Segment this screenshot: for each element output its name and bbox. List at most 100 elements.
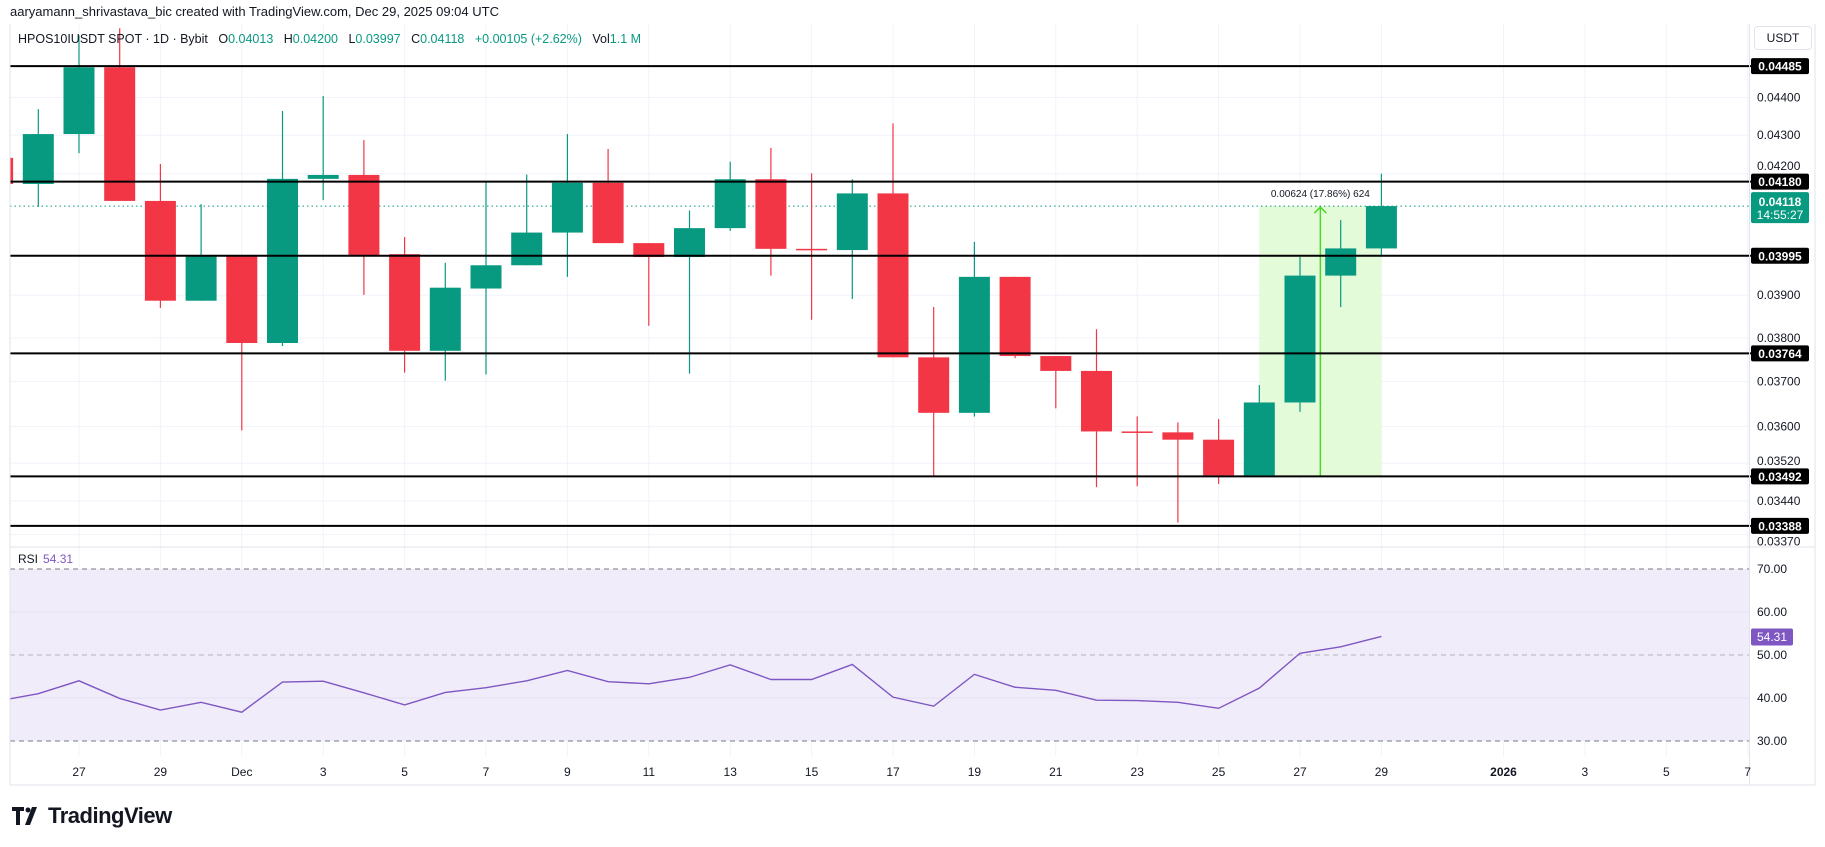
- close-label: C: [411, 32, 421, 46]
- level-price-badge: [1751, 58, 1809, 75]
- price-tick-label: 0.03600: [1757, 419, 1801, 433]
- candle-body: [755, 179, 787, 249]
- change-value: +0.00105 (+2.62%): [474, 32, 582, 46]
- price-tick-label: 0.03700: [1757, 375, 1801, 389]
- time-axis[interactable]: 27 29 Dec 3 5 7 9 11 13 15 17 19 21 23 25 27 29 2026 3 5 7: [72, 765, 1751, 779]
- candle: [185, 204, 217, 301]
- candle: [1081, 329, 1112, 488]
- rsi-label: RSI: [18, 552, 39, 566]
- low-label: L: [348, 32, 356, 46]
- open-label: O: [218, 32, 229, 46]
- candle-body: [307, 174, 339, 179]
- symbol-info[interactable]: HPOS10IUSDT SPOT · 1D · Bybit: [18, 32, 208, 46]
- measure-arrowhead-icon: [1313, 206, 1327, 214]
- candle: [22, 109, 54, 207]
- high-label: H: [283, 32, 293, 46]
- price-tick-label: 0.03440: [1757, 494, 1801, 508]
- candle: [1365, 173, 1397, 255]
- time-tick-label: 25: [1212, 765, 1226, 779]
- level-price-badge: [1751, 247, 1809, 264]
- candle-body: [429, 287, 461, 351]
- candle-body: [1040, 356, 1072, 371]
- candle-body: [674, 228, 705, 258]
- candle: [10, 157, 14, 184]
- candle: [429, 262, 461, 381]
- candle-body: [10, 157, 14, 184]
- candle: [592, 148, 624, 244]
- price-tick-label: 0.03900: [1757, 288, 1801, 302]
- rsi-tick-label: 70.00: [1757, 562, 1787, 576]
- close-value: 0.04118: [420, 32, 465, 46]
- rsi-tick-label: 30.00: [1757, 734, 1787, 748]
- candle-body: [1203, 439, 1235, 476]
- level-price-badge: [1751, 517, 1809, 534]
- time-tick-label: 29: [154, 765, 168, 779]
- axis-labels: 0.04485 0.04180 0.03995 0.03764 0.03492 0.033…: [1751, 58, 1809, 646]
- time-tick-label: 3: [320, 765, 327, 779]
- candle: [836, 179, 868, 300]
- level-price-label: 0.04180: [1758, 175, 1802, 189]
- time-tick-label: 3: [1582, 765, 1589, 779]
- time-tick-label: 21: [1049, 765, 1063, 779]
- candle: [307, 96, 339, 201]
- candle-body: [226, 255, 258, 343]
- time-tick-label: 7: [483, 765, 490, 779]
- last-price-badge: [1751, 192, 1809, 224]
- time-tick-label: 29: [1375, 765, 1389, 779]
- tradingview-logo[interactable]: TradingView: [12, 803, 172, 829]
- logo-text: TradingView: [48, 803, 172, 828]
- candle-body: [551, 182, 583, 233]
- candle-body: [633, 243, 665, 258]
- candle-body: [1081, 370, 1112, 432]
- last-price-label: 0.04118: [1759, 195, 1802, 209]
- time-tick-label: 23: [1131, 765, 1145, 779]
- open-value: 0.04013: [228, 32, 274, 46]
- candle-body: [877, 193, 909, 358]
- candle-body: [348, 174, 380, 255]
- horizontal-levels[interactable]: [10, 65, 1752, 527]
- candle-body: [1121, 431, 1153, 433]
- candle-body: [144, 200, 176, 301]
- volume-label: Vol: [592, 32, 610, 46]
- price-tick-label: 0.03370: [1757, 534, 1801, 548]
- level-price-label: 0.03764: [1758, 347, 1802, 361]
- rsi-value-badge: [1751, 628, 1793, 646]
- time-tick-label: 13: [724, 765, 738, 779]
- symbol-legend: HPOS10IUSDT SPOT · 1D · Bybit O0.04013 H…: [18, 32, 641, 46]
- rsi-legend[interactable]: RSI 54.31: [18, 552, 73, 566]
- currency-button[interactable]: USDT: [1754, 26, 1812, 50]
- time-tick-label: 2026: [1490, 765, 1517, 779]
- candle-body: [714, 179, 746, 229]
- candle-body: [511, 232, 543, 266]
- candle-body: [836, 193, 868, 251]
- rsi-tick-label: 50.00: [1757, 648, 1787, 662]
- time-tick-label: 15: [805, 765, 819, 779]
- candle: [267, 110, 298, 347]
- candle-body: [389, 254, 421, 351]
- rsi-guides: [10, 568, 1749, 742]
- candle: [1243, 385, 1275, 476]
- candle-body: [1162, 432, 1194, 440]
- level-price-label: 0.04485: [1758, 60, 1802, 74]
- rsi-tick-label: 60.00: [1757, 605, 1787, 619]
- time-tick-label: 7: [1744, 765, 1751, 779]
- attribution: aaryamann_shrivastava_bic created with T…: [10, 4, 499, 19]
- price-axis[interactable]: 0.04400 0.04300 0.04200 0.03900 0.03800 0.037…: [1757, 91, 1801, 748]
- candle: [1325, 220, 1357, 308]
- measure-tool[interactable]: 0.00624 (17.86%) 624: [1259, 189, 1382, 477]
- candle-body: [1325, 248, 1357, 276]
- candle: [755, 147, 787, 276]
- time-tick-label: 19: [968, 765, 982, 779]
- candle-body: [104, 67, 136, 201]
- level-price-label: 0.03995: [1758, 249, 1802, 263]
- candle-body: [22, 134, 54, 184]
- rsi-series: [10, 635, 1382, 713]
- rsi-value: 54.31: [43, 552, 74, 566]
- level-price-badge: [1751, 345, 1809, 362]
- candle: [958, 241, 990, 417]
- time-tick-label: 27: [72, 765, 86, 779]
- rsi-tick-label: 40.00: [1757, 691, 1787, 705]
- candle-body: [267, 178, 298, 343]
- time-tick-label: 5: [401, 765, 408, 779]
